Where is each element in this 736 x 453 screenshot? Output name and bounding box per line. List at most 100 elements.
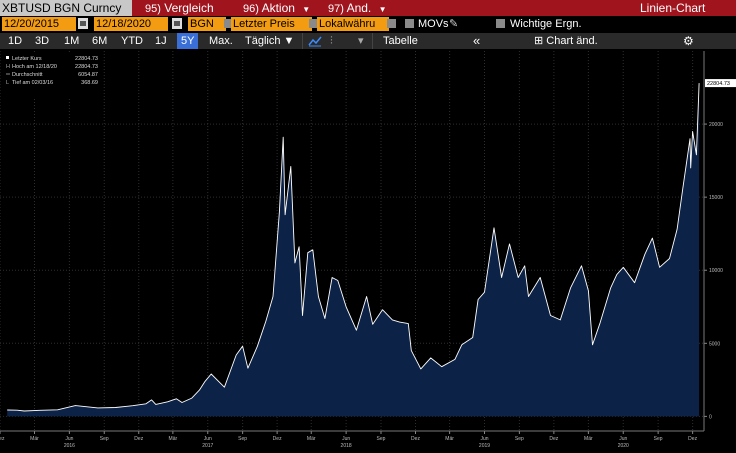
x-year-label: 2020 — [618, 443, 629, 448]
x-tick-label: Jun — [480, 436, 488, 442]
last-value-box — [705, 79, 736, 88]
range-ytd[interactable]: YTD — [121, 35, 143, 47]
dropdown-icon[interactable] — [224, 19, 233, 28]
separator — [372, 33, 373, 49]
range-1m[interactable]: 1M — [64, 35, 80, 47]
more-menu-button[interactable]: 97) And. ▼ — [328, 0, 387, 16]
frequency-dropdown[interactable]: Täglich ▼ — [245, 33, 294, 49]
x-tick-label: Mär — [584, 436, 593, 442]
chart-edit-icon: ⊞ — [534, 35, 544, 47]
x-tick-label: Dez — [134, 436, 143, 442]
series-area — [7, 83, 700, 417]
x-tick-label: Mär — [169, 436, 178, 442]
range-1d[interactable]: 1D — [8, 35, 23, 47]
x-tick-label: Mär — [445, 436, 454, 442]
compare-button-label: Vergleich — [164, 1, 214, 15]
legend-label: Tief am 02/03/16 — [12, 80, 53, 86]
x-tick-label: Sep — [515, 436, 524, 442]
bar-chart-icon[interactable]: ⫶ — [330, 35, 333, 47]
legend-row: L Tief am 02/03/16 368.69 — [6, 80, 98, 86]
collapse-left-icon[interactable]: « — [473, 33, 481, 48]
y-axis: 0 5000 10000 15000 20000 22804.73 — [703, 51, 736, 431]
x-tick-label: Dez — [688, 436, 697, 442]
legend-row: Letzter Kurs 22804.73 — [6, 56, 98, 62]
price-type-field[interactable]: Letzter Preis — [231, 17, 312, 31]
series-line — [7, 83, 700, 412]
range-3d[interactable]: 3D — [35, 35, 50, 47]
pencil-icon[interactable]: ✎ — [449, 18, 459, 30]
calendar-icon[interactable] — [172, 18, 182, 29]
x-tick-label: Dez — [411, 436, 420, 442]
view-title: Linien-Chart — [640, 1, 706, 15]
legend-background — [4, 53, 102, 97]
x-tick-label: Dez — [549, 436, 558, 442]
more-button-number: 97) — [328, 3, 344, 15]
table-button[interactable]: Tabelle — [383, 35, 418, 47]
y-tick-label: 10000 — [709, 268, 723, 274]
legend: Letzter Kurs 22804.73 H Hoch am 12/18/20… — [4, 53, 102, 97]
chevron-down-icon[interactable]: ▾ — [358, 35, 364, 47]
chart-edit-button[interactable]: ⊞ Chart änd. — [534, 33, 598, 49]
chart-edit-label: Chart änd. — [546, 35, 598, 47]
x-tick-label: Dez — [273, 436, 282, 442]
legend-value: 368.69 — [81, 80, 98, 86]
legend-marker: L — [6, 80, 9, 86]
frequency-label: Täglich — [245, 35, 281, 47]
currency-field[interactable]: Lokalwähru — [317, 17, 389, 31]
compare-button-number: 95) — [145, 3, 161, 15]
source-field[interactable]: BGN — [188, 17, 226, 31]
line-chart-icon[interactable] — [308, 33, 322, 49]
x-tick-label: Dez — [0, 436, 5, 442]
dropdown-icon[interactable] — [387, 19, 396, 28]
calendar-icon[interactable] — [78, 18, 88, 29]
last-value-label: 22804.73 — [707, 81, 730, 87]
compare-button[interactable]: 95) Vergleich — [145, 0, 214, 16]
x-tick-label: Jun — [65, 436, 73, 442]
legend-swatch — [6, 56, 9, 59]
x-axis: Dez Mär Jun Sep Dez Mär Jun Sep Dez Mär Jun Sep Dez M… — [0, 430, 704, 449]
x-tick-label: Mär — [30, 436, 39, 442]
x-tick-label: Mär — [307, 436, 316, 442]
function-toolbar: XBTUSD BGN Curncy 95) Vergleich 96) Akti… — [0, 0, 736, 16]
chevron-down-icon: ▼ — [283, 35, 295, 47]
security-ticker[interactable]: XBTUSD BGN Curncy — [0, 0, 132, 16]
movs-label[interactable]: MOVs — [418, 18, 449, 30]
area-fill — [7, 83, 700, 417]
chart-svg[interactable]: Letzter Kurs 22804.73 H Hoch am 12/18/20… — [0, 49, 736, 449]
more-button-label: And. — [346, 1, 372, 15]
action-menu-button[interactable]: 96) Aktion ▼ — [243, 0, 310, 16]
y-tick-label: 15000 — [709, 195, 723, 201]
legend-label: Durchschnitt — [12, 72, 43, 78]
events-checkbox[interactable] — [496, 19, 505, 28]
x-tick-label: Sep — [100, 436, 109, 442]
x-year-label: 2017 — [202, 443, 213, 448]
price-line — [7, 83, 700, 412]
range-5y[interactable]: 5Y — [177, 33, 199, 49]
legend-value: 6054.87 — [78, 72, 98, 78]
x-tick-label: Jun — [619, 436, 627, 442]
legend-row: Durchschnitt 6054.87 — [6, 72, 98, 78]
gear-icon[interactable]: ⚙ — [683, 34, 694, 48]
separator — [302, 33, 303, 49]
price-chart[interactable]: Letzter Kurs 22804.73 H Hoch am 12/18/20… — [0, 49, 736, 449]
x-year-label: 2018 — [341, 443, 352, 448]
range-6m[interactable]: 6M — [92, 35, 108, 47]
movs-checkbox[interactable] — [405, 19, 414, 28]
range-toolbar: 1D 3D 1M 6M YTD 1J 5Y Max. Täglich ▼ ⫶ ▾… — [0, 33, 736, 49]
x-tick-label: Sep — [377, 436, 386, 442]
legend-row: H Hoch am 12/18/20 22804.73 — [6, 64, 98, 70]
events-label[interactable]: Wichtige Ergn. — [510, 18, 582, 30]
parameter-bar: 12/20/2015 12/18/2020 BGN Letzter Preis … — [0, 16, 736, 33]
x-tick-label: Sep — [238, 436, 247, 442]
y-tick-label: 0 — [709, 414, 712, 420]
x-tick-label: Sep — [654, 436, 663, 442]
action-button-number: 96) — [243, 3, 259, 15]
start-date-field[interactable]: 12/20/2015 — [2, 17, 76, 31]
end-date-field[interactable]: 12/18/2020 — [94, 17, 168, 31]
dropdown-icon[interactable] — [309, 19, 318, 28]
y-tick-label: 20000 — [709, 122, 723, 128]
range-1j[interactable]: 1J — [155, 35, 167, 47]
chevron-down-icon: ▼ — [378, 5, 387, 14]
range-max[interactable]: Max. — [209, 35, 233, 47]
x-tick-label: Jun — [204, 436, 212, 442]
